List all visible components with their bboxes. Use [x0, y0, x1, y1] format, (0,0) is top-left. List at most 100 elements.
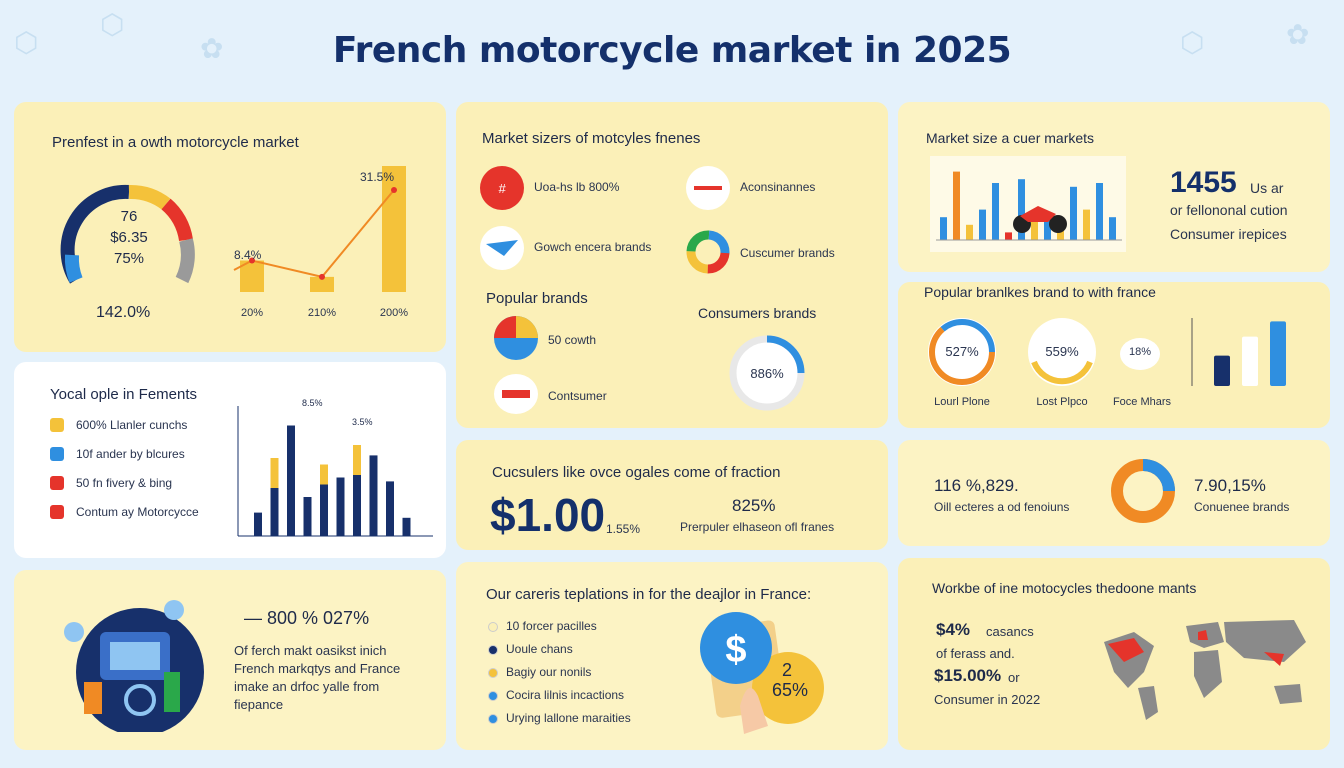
consumers-big-value: $1.00	[490, 489, 606, 541]
popular-bar	[1214, 355, 1230, 386]
regional-bar	[254, 512, 262, 536]
world-l1b: casancs	[986, 624, 1034, 639]
consumers-heading: Cucsulers like ovce ogales come of fract…	[492, 464, 781, 481]
growth-tick-label: 210%	[308, 307, 336, 319]
growth-point	[391, 187, 397, 193]
market-bar	[953, 171, 960, 240]
regional-bar-accent	[353, 445, 361, 475]
growth-bar	[382, 166, 406, 292]
ring-chart	[928, 318, 996, 386]
dollar-coin-icon: $	[700, 612, 824, 734]
list-item-label: Uoule chans	[506, 642, 573, 656]
market-bar	[1070, 186, 1077, 240]
regional-bar	[336, 477, 345, 536]
ring-chart	[1120, 338, 1160, 370]
popular-brands-heading: Popular brands	[486, 290, 588, 307]
growth-bar-chart: 20% 210% 200%	[233, 166, 408, 319]
market-bar	[1031, 221, 1038, 240]
logo-ring-icon	[686, 230, 730, 274]
careers-card: Our careris teplations in for the deajlo…	[456, 562, 888, 750]
market-size-card: Market sizers of motcyles fnenes # Uoa-h…	[456, 102, 888, 428]
regional-bar-label-b: 3.5%	[352, 417, 373, 427]
world-map-icon	[1104, 620, 1306, 720]
hexagon-decor-icon: ⬡	[100, 9, 125, 40]
market-bar	[1018, 179, 1025, 240]
market-bar	[992, 183, 999, 240]
illustration-icon	[64, 600, 204, 732]
list-bullet	[488, 714, 498, 724]
gear-decor-icon: ✿	[200, 33, 224, 64]
market-size-line3: Consumer irepices	[1170, 226, 1287, 242]
market-size-other-card: Market size a cuer markets 1455 Us ar or…	[898, 102, 1330, 272]
popular-item-label: Contsumer	[548, 389, 607, 403]
pie-icon	[494, 316, 538, 360]
logo-small-icon	[494, 374, 538, 414]
consumers-donut-value: 886%	[750, 366, 784, 381]
gauge-arc-yellow	[128, 185, 171, 210]
list-item-label: Cocira lilnis incactions	[506, 688, 625, 702]
market-size-heading: Market sizers of motcyles fnenes	[482, 130, 701, 147]
growth-bar	[310, 276, 334, 292]
legend-label: 10f ander by blcures	[76, 447, 185, 461]
market-size-stat: 1455	[1170, 166, 1237, 199]
gauge-line3: 75%	[113, 250, 145, 267]
consumers-brands-heading: Consumers brands	[698, 305, 817, 321]
popular-bar	[1242, 336, 1258, 386]
regional-bar-label-a: 8.5%	[302, 398, 323, 408]
ring-value: 527%	[945, 344, 979, 359]
market-bar	[966, 224, 973, 240]
market-size-other-heading: Market size a cuer markets	[926, 130, 1095, 146]
regional-bar	[270, 458, 279, 536]
bottom-left-line: imake an drfoc yalle from	[234, 679, 380, 694]
bottom-left-line: French markqtys and France	[234, 661, 401, 676]
page-title: French motorcycle market in 2025	[332, 30, 1012, 71]
legend-swatch	[50, 505, 64, 519]
summary-card: 116 %,829. Oill ecteres a od fenoiuns 7.…	[898, 440, 1330, 546]
consumers-pct: 825%	[732, 496, 776, 515]
popular-item-label: 50 cowth	[548, 333, 597, 347]
gauge-line2: $6.35	[110, 229, 148, 246]
growth-line	[233, 189, 395, 278]
coin-number: 2	[782, 660, 793, 680]
coin-pct: 65%	[772, 680, 809, 700]
gauge-chart	[60, 184, 195, 284]
regional-bar-chart	[237, 406, 433, 537]
logo-red-icon: #	[480, 166, 524, 210]
growth-label-mid: 8.4%	[234, 248, 262, 262]
regional-bar-accent	[320, 464, 328, 485]
consumers-big-suffix: 1.55%	[606, 522, 641, 536]
regional-bar-accent	[270, 458, 279, 488]
list-bullet	[488, 668, 498, 678]
world-card: Workbe of ine motocycles thedoone mants …	[898, 558, 1330, 750]
regional-bar	[369, 455, 378, 536]
list-bullet	[488, 622, 498, 632]
market-bar	[1083, 209, 1090, 240]
svg-text:#: #	[498, 181, 506, 196]
legend-label: 600% Llanler cunchs	[76, 418, 188, 432]
market-item-label: Aconsinannes	[740, 180, 816, 194]
world-l4: Consumer in 2022	[934, 692, 1041, 707]
consumers-sub: Prerpuler elhaseon ofl franes	[680, 520, 835, 534]
hexagon-decor-icon: ⬡	[14, 27, 39, 58]
regional-card: Yocal ople in Fements 8.5% 3.5% 600% Lla…	[14, 362, 446, 558]
growth-tick-label: 200%	[380, 307, 408, 319]
bottom-left-line: fiepance	[234, 697, 284, 712]
world-heading: Workbe of ine motocycles thedoone mants	[932, 580, 1197, 596]
market-bar	[1109, 217, 1116, 240]
market-bar	[1044, 213, 1051, 240]
bottom-left-card: — 800 % 027% Of ferch makt oasikst inich…	[14, 570, 446, 750]
popular-france-bar-chart	[1191, 318, 1286, 386]
ring-label: Lost Plpco	[1036, 396, 1088, 408]
growth-label-top: 31.5%	[360, 170, 395, 184]
ring-value: 559%	[1045, 344, 1079, 359]
consumers-card: Cucsulers like ovce ogales come of fract…	[456, 440, 888, 550]
popular-bar	[1270, 321, 1286, 386]
consumers-donut-chart	[729, 335, 805, 411]
market-item-label: Uoa-hs lb 800%	[534, 180, 620, 194]
list-bullet	[488, 691, 498, 701]
regional-heading: Yocal ople in Fements	[50, 386, 198, 403]
bottom-left-line: Of ferch makt oasikst inich	[234, 643, 387, 658]
regional-bar	[386, 481, 394, 536]
regional-bar	[287, 425, 295, 536]
hexagon-decor-icon: ⬡	[1180, 27, 1205, 58]
